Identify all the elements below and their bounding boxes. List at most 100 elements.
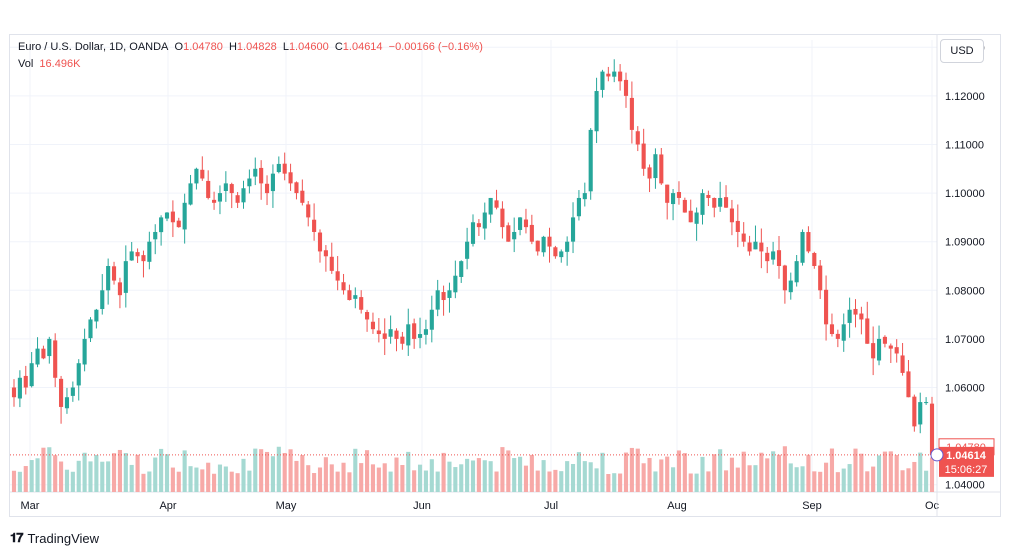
candle-body: [871, 343, 876, 359]
candle-body: [576, 197, 581, 217]
candle-body: [641, 143, 646, 169]
volume-bar: [600, 452, 605, 492]
volume-bar: [294, 460, 299, 492]
volume-bar: [535, 470, 540, 492]
candle-body: [688, 210, 693, 223]
volume-bar: [129, 464, 134, 492]
volume-bar: [523, 465, 529, 492]
volume-bar: [206, 462, 211, 492]
candle-body: [317, 232, 323, 252]
volume-bar: [529, 454, 534, 492]
candle-body: [347, 290, 352, 301]
candle-body: [553, 247, 558, 257]
candle-body: [382, 333, 387, 339]
volume-bar: [153, 457, 158, 492]
volume-bar: [835, 472, 840, 492]
volume-bar: [594, 468, 599, 492]
candle-body: [435, 290, 440, 310]
candle-body: [570, 217, 576, 242]
volume-bar: [688, 473, 693, 492]
volume-bar: [665, 456, 670, 492]
volume-bar: [353, 448, 358, 492]
candle-body: [106, 266, 111, 291]
y-tick-label: 1.09000: [945, 237, 985, 249]
volume-bar: [70, 471, 75, 492]
tradingview-brand[interactable]: 𝟏𝟕 TradingView: [10, 530, 99, 546]
volume-bar: [924, 470, 929, 492]
candle-body: [412, 323, 417, 339]
candle-body: [376, 330, 381, 335]
volume-bar: [894, 455, 899, 492]
candle-body: [924, 402, 929, 404]
candle-body: [341, 282, 346, 291]
symbol-title: Euro / U.S. Dollar, 1D, OANDA: [18, 41, 169, 53]
candle-body: [806, 232, 811, 252]
y-tick-label: 1.11000: [945, 139, 984, 151]
low-value: 1.04600: [288, 41, 329, 53]
volume-bar: [412, 470, 417, 492]
candle-body: [206, 180, 211, 198]
volume-bar: [929, 457, 935, 492]
candle-body: [17, 377, 22, 399]
candle-body: [441, 292, 446, 301]
candle-body: [771, 251, 776, 260]
y-tick-label: 1.04000: [945, 480, 985, 492]
y-tick-label: 1.10000: [945, 188, 985, 200]
currency-button[interactable]: USD: [940, 39, 984, 63]
volume-bar: [429, 459, 434, 492]
candle-body: [229, 184, 234, 194]
volume-bar: [64, 469, 70, 492]
volume-bar: [435, 471, 440, 492]
volume-bar: [259, 449, 264, 492]
volume-bar: [47, 447, 52, 492]
chart-frame[interactable]: [9, 34, 1001, 517]
volume-bar: [170, 467, 175, 492]
volume-bar: [288, 449, 293, 492]
volume-bar: [465, 458, 470, 492]
volume-bar: [76, 460, 81, 492]
candle-body: [765, 252, 770, 262]
candle-body: [735, 220, 740, 232]
candle-body: [565, 241, 570, 252]
candle-body: [70, 387, 75, 396]
volume-bar: [147, 471, 152, 492]
volume-bar: [553, 469, 558, 492]
candle-body: [188, 183, 193, 205]
candle-body: [676, 192, 682, 198]
candle-body: [476, 223, 481, 228]
candle-body: [300, 190, 305, 203]
volume-bar: [488, 461, 493, 492]
candle-body: [700, 193, 705, 215]
candle-body: [88, 319, 93, 339]
candle-body: [800, 231, 805, 263]
countdown-label: 15:06:27: [945, 464, 988, 476]
volume-bar: [241, 458, 246, 492]
x-tick-label: Oc: [925, 500, 940, 512]
candle-body: [888, 345, 893, 349]
volume-bar: [653, 471, 658, 492]
volume-bar: [394, 457, 399, 492]
candle-body: [235, 195, 240, 203]
candle-body: [159, 217, 164, 233]
volume-bar: [223, 466, 228, 492]
volume-bar: [482, 460, 487, 492]
volume-bar: [735, 467, 740, 492]
candle-body: [53, 340, 58, 378]
volume-bar: [782, 446, 787, 492]
candle-body: [212, 199, 217, 203]
x-tick-label: Mar: [21, 500, 40, 512]
volume-bar: [741, 451, 746, 492]
volume-bar: [323, 457, 328, 492]
change-value: −0.00166 (−0.16%): [388, 41, 483, 53]
volume-bar: [53, 455, 58, 492]
volume-bar: [635, 448, 640, 492]
candle-body: [912, 396, 917, 427]
candle-body: [29, 363, 34, 387]
candle-body: [223, 183, 228, 192]
volume-bar: [829, 448, 835, 492]
candle-body: [141, 255, 146, 262]
candle-body: [588, 129, 593, 192]
volume-bar: [217, 464, 223, 492]
volume-bar: [847, 464, 852, 492]
